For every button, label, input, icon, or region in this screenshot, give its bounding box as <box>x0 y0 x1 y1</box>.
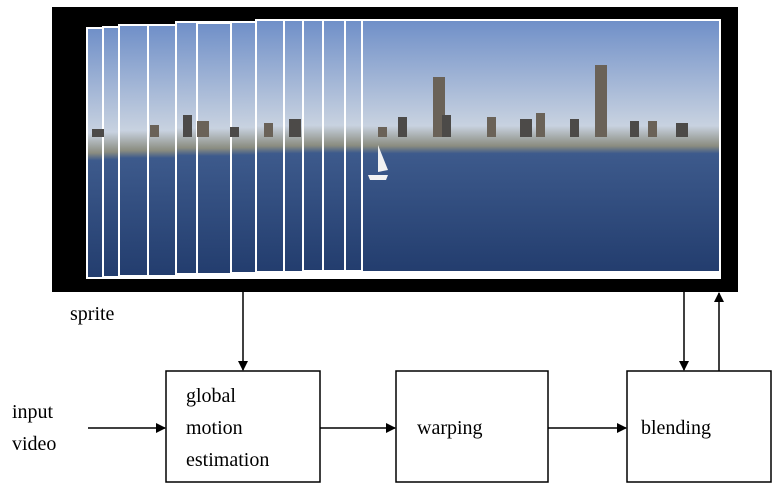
building <box>442 115 451 137</box>
video-frame <box>362 20 720 272</box>
building <box>487 117 496 137</box>
building <box>595 65 607 137</box>
node-label: warping <box>417 417 483 439</box>
building <box>630 121 639 137</box>
input-label: input <box>12 401 54 423</box>
building <box>264 123 273 137</box>
node-label: motion <box>186 417 243 439</box>
sprite-label: sprite <box>70 303 115 325</box>
sprite-frames <box>87 20 720 278</box>
building <box>648 121 657 137</box>
building <box>520 119 532 137</box>
building <box>150 125 159 137</box>
building <box>289 119 301 137</box>
building <box>378 127 387 137</box>
building <box>230 127 239 137</box>
input-label: video <box>12 433 56 455</box>
node-label: blending <box>641 417 711 439</box>
building <box>183 115 192 137</box>
building <box>92 129 104 137</box>
building <box>570 119 579 137</box>
diagram: sprite input video global motion estimat… <box>0 0 772 489</box>
building <box>676 123 688 137</box>
node-label: global <box>186 385 236 407</box>
building <box>398 117 407 137</box>
node-label: estimation <box>186 449 269 471</box>
building <box>536 113 545 137</box>
building <box>197 121 209 137</box>
